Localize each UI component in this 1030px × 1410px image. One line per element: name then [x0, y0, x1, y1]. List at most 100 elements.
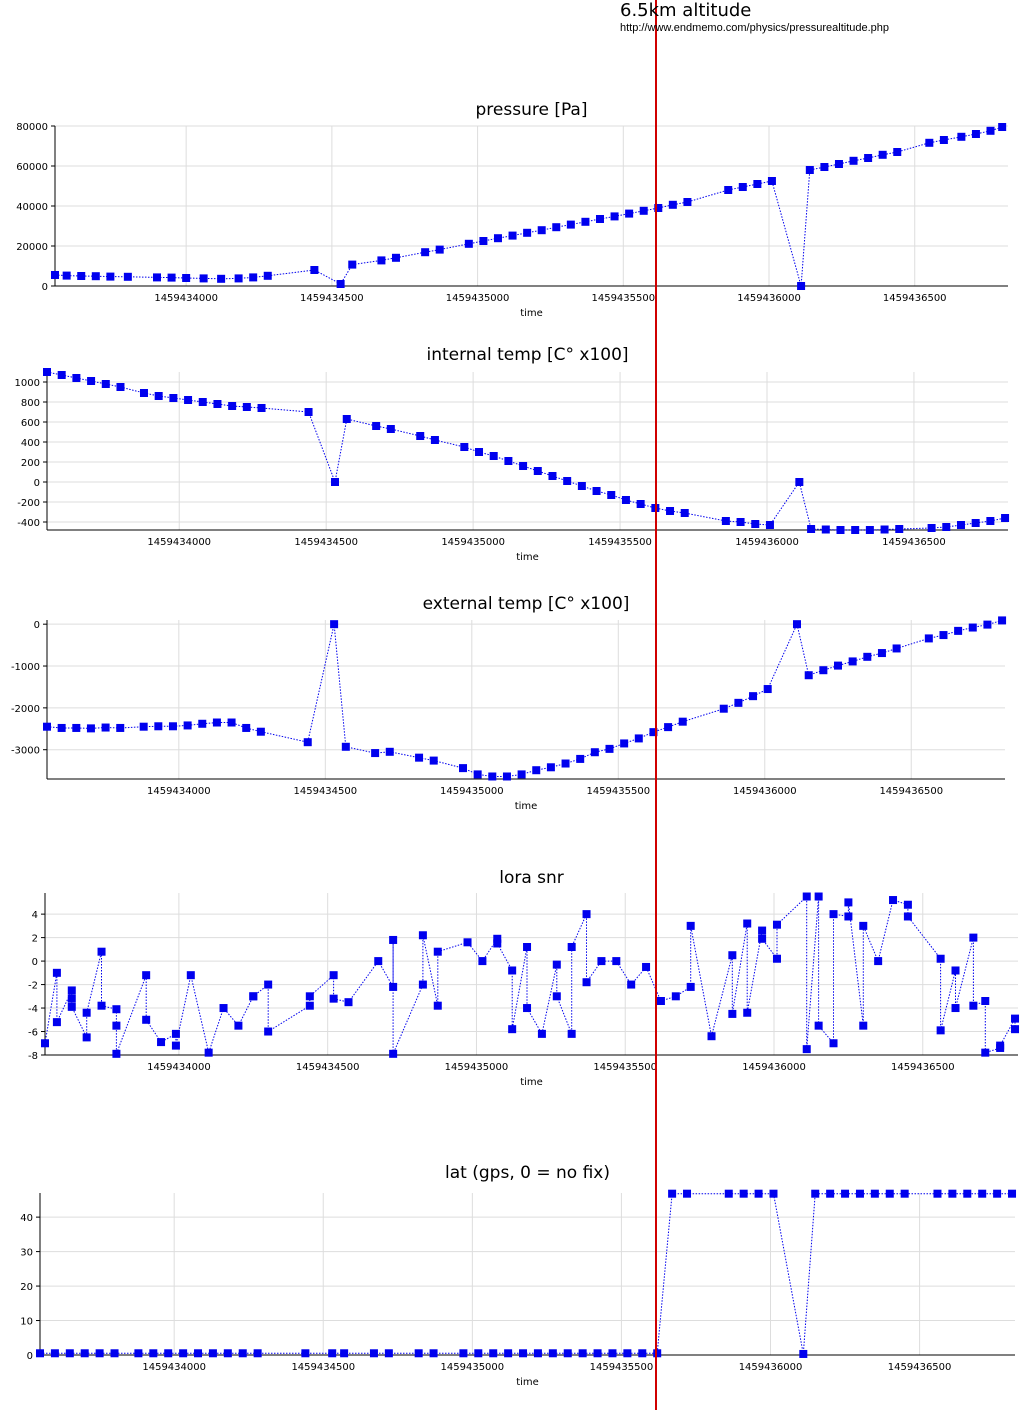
data-point	[372, 422, 381, 430]
data-point	[903, 900, 912, 909]
data-point	[475, 448, 484, 456]
y-tick-label: 0	[27, 1351, 33, 1362]
data-point	[257, 404, 266, 412]
data-point	[623, 1349, 632, 1358]
data-point	[592, 487, 601, 495]
data-point	[303, 738, 312, 747]
data-point	[371, 749, 380, 758]
data-point	[478, 957, 487, 966]
data-point	[199, 274, 208, 283]
y-tick-label: 800	[21, 398, 40, 409]
x-tick-label: 1459435000	[440, 786, 504, 797]
data-point	[874, 957, 883, 966]
data-point	[607, 491, 616, 499]
data-point	[814, 892, 823, 901]
data-point	[721, 517, 730, 525]
data-point	[668, 1189, 677, 1198]
data-point	[656, 997, 665, 1005]
data-point	[653, 1349, 662, 1358]
data-point	[464, 239, 473, 248]
data-point	[969, 1001, 978, 1010]
x-tick-label: 1459436000	[735, 537, 799, 548]
data-point	[811, 1189, 820, 1198]
data-point	[217, 274, 226, 283]
data-point	[936, 954, 945, 963]
data-point	[537, 226, 546, 235]
data-point	[508, 966, 517, 975]
data-point	[552, 960, 561, 969]
data-point	[336, 280, 345, 288]
data-point	[954, 626, 963, 635]
data-point	[597, 957, 606, 966]
data-point	[590, 748, 599, 757]
data-point	[654, 204, 663, 212]
data-point	[772, 954, 781, 963]
chart-title: internal temp [C° x100]	[426, 345, 628, 365]
y-tick-label: 20	[20, 1282, 33, 1293]
data-point	[72, 723, 81, 732]
y-tick-label: 0	[42, 282, 48, 293]
data-point	[459, 764, 468, 773]
data-point	[389, 935, 398, 944]
data-point	[758, 926, 767, 935]
data-point	[753, 180, 762, 188]
data-point	[430, 436, 439, 444]
data-point	[719, 704, 728, 713]
y-tick-label: 40	[20, 1213, 33, 1224]
data-point	[504, 457, 513, 465]
data-point	[72, 374, 81, 382]
data-point	[683, 198, 692, 206]
data-point	[939, 136, 948, 144]
x-tick-label: 1459435000	[441, 1362, 505, 1373]
data-point	[807, 525, 816, 533]
data-point	[566, 220, 575, 229]
x-tick-label: 1459434000	[147, 537, 211, 548]
data-point	[142, 1015, 151, 1024]
data-point	[459, 1349, 468, 1358]
data-point	[149, 1349, 158, 1358]
y-tick-label: 0	[34, 478, 40, 489]
data-point	[219, 1004, 228, 1013]
data-point	[157, 1038, 166, 1047]
chart-3: lora snr 1459434000 1459434500 1459435000 14…	[28, 868, 1020, 1088]
data-point	[548, 1349, 557, 1358]
data-point	[1008, 1189, 1017, 1198]
data-point	[707, 1032, 716, 1041]
y-tick-label: -3000	[11, 746, 40, 757]
data-point	[998, 616, 1007, 625]
data-point	[249, 273, 258, 282]
data-point	[65, 1349, 74, 1358]
data-point	[134, 1349, 143, 1358]
data-point	[305, 1001, 314, 1010]
data-point	[548, 472, 557, 480]
data-point	[533, 467, 542, 475]
data-point	[552, 223, 561, 232]
data-point	[198, 719, 207, 728]
data-point	[561, 759, 570, 768]
chart-title: lora snr	[499, 868, 564, 888]
data-point	[301, 1349, 310, 1358]
data-point	[415, 753, 424, 762]
x-tick-label: 1459434000	[154, 293, 218, 304]
data-point	[52, 1018, 61, 1027]
data-point	[36, 1349, 44, 1358]
x-tick-label: 1459434000	[147, 1062, 211, 1073]
x-tick-label: 1459436500	[883, 293, 947, 304]
data-point	[942, 523, 951, 531]
chart-1: internal temp [C° x100] 1459434000 1459434…	[15, 345, 1010, 563]
data-point	[508, 1025, 517, 1034]
data-point	[168, 722, 177, 731]
data-point	[537, 1029, 546, 1038]
data-point	[242, 403, 251, 411]
data-point	[474, 1349, 483, 1358]
x-tick-label: 1459436000	[733, 786, 797, 797]
data-point	[502, 772, 511, 781]
data-point	[797, 282, 806, 290]
data-point	[1011, 1025, 1020, 1034]
data-point	[171, 1041, 180, 1050]
data-point	[82, 1008, 91, 1017]
y-tick-label: 30	[20, 1248, 33, 1259]
data-point	[863, 652, 872, 661]
data-point	[418, 931, 427, 940]
data-point	[184, 396, 193, 404]
